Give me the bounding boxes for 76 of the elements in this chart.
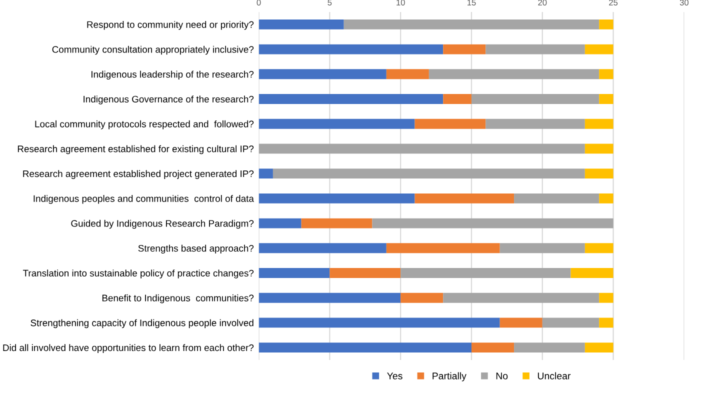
x-tick-label: 30 xyxy=(680,0,688,6)
bar xyxy=(599,318,614,328)
bar xyxy=(258,292,401,303)
bar xyxy=(500,243,585,254)
bar xyxy=(400,268,571,278)
bar xyxy=(500,318,542,328)
bar xyxy=(372,218,614,228)
bar xyxy=(258,243,386,254)
legend-label: Unclear xyxy=(538,372,571,380)
bar xyxy=(584,118,614,129)
x-tick-label: 5 xyxy=(328,0,332,6)
bar xyxy=(542,318,600,328)
y-tick-label: Indigenous Governance of the research? xyxy=(84,96,254,104)
bar xyxy=(258,69,386,80)
legend-label: No xyxy=(496,372,508,380)
bar xyxy=(258,318,500,328)
y-tick-label: Indigenous leadership of the research? xyxy=(92,70,254,80)
bar xyxy=(258,168,273,179)
bar xyxy=(258,268,330,278)
bar xyxy=(258,218,302,228)
y-tick-label: Local community protocols respected and followed? xyxy=(35,120,254,130)
bar xyxy=(599,193,614,204)
bar xyxy=(584,44,614,54)
bar xyxy=(443,292,600,303)
y-tick-label: Guided by Indigenous Research Paradigm? xyxy=(71,220,254,229)
bar xyxy=(414,118,486,129)
y-tick-label: Indigenous peoples and communities control of data xyxy=(34,195,254,204)
bar xyxy=(584,342,614,353)
bar xyxy=(514,193,600,204)
bar xyxy=(599,94,614,104)
bar xyxy=(471,94,600,104)
bar xyxy=(584,144,614,154)
x-tick-label: 20 xyxy=(538,0,547,6)
bar xyxy=(584,243,614,254)
y-tick-label: Research agreement established project generated IP? xyxy=(23,170,254,179)
bar xyxy=(599,292,614,303)
bar xyxy=(386,243,500,254)
bar xyxy=(443,94,472,104)
bar xyxy=(599,69,614,80)
bar xyxy=(258,342,472,353)
y-tick-label: Benefit to Indigenous communities? xyxy=(102,294,254,304)
bar xyxy=(443,44,486,54)
bar xyxy=(570,268,614,278)
y-tick-label: Did all involved have opportunities to learn from each other? xyxy=(3,344,254,353)
y-tick-label: Strengthening capacity of Indigenous people involved xyxy=(30,319,254,328)
bar xyxy=(428,69,600,80)
x-tick-label: 25 xyxy=(609,0,618,6)
legend-label: Partially xyxy=(432,372,466,382)
x-tick-label: 15 xyxy=(467,0,476,6)
bar xyxy=(330,268,401,278)
y-tick-label: Community consultation appropriately inclusive? xyxy=(52,46,254,55)
bar xyxy=(486,44,585,54)
bar xyxy=(258,193,415,204)
y-tick-label: Strengths based approach? xyxy=(138,244,254,254)
bar xyxy=(258,94,444,104)
bar xyxy=(258,118,415,129)
bar xyxy=(386,69,429,80)
bar xyxy=(258,44,444,54)
bar xyxy=(584,168,614,179)
bar xyxy=(258,144,585,154)
bar xyxy=(344,19,600,30)
bar xyxy=(258,19,344,30)
bar xyxy=(486,118,585,129)
bar xyxy=(414,193,514,204)
legend-label: Yes xyxy=(387,372,402,380)
bar xyxy=(599,19,614,30)
y-tick-label: Respond to community need or priority? xyxy=(87,21,254,30)
x-tick-label: 10 xyxy=(396,0,405,6)
bar xyxy=(400,292,444,303)
x-tick-label: 0 xyxy=(256,0,261,6)
y-tick-label: Research agreement established for existing cultural IP? xyxy=(18,145,254,154)
bar xyxy=(471,342,514,353)
bar xyxy=(301,218,372,228)
y-tick-label: Translation into sustainable policy of practice changes? xyxy=(22,270,254,278)
bar xyxy=(272,168,585,179)
bar xyxy=(514,342,585,353)
